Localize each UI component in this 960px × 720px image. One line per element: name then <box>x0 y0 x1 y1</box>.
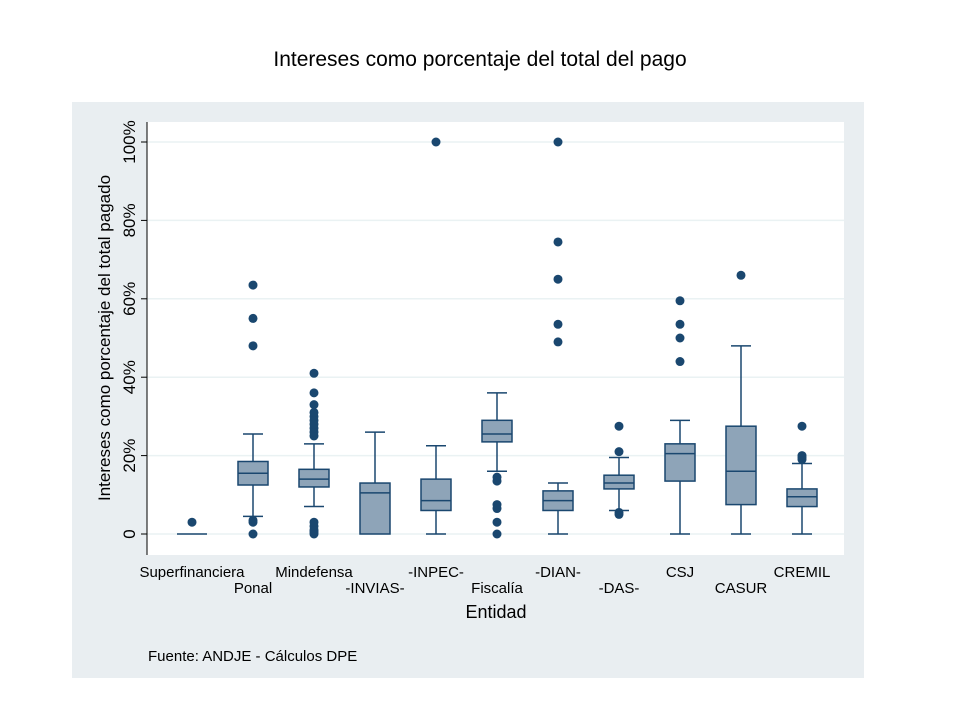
outlier-point <box>614 447 624 457</box>
y-tick-label: 80% <box>120 203 139 237</box>
iqr-box <box>725 425 757 506</box>
chart-title: Intereses como porcentaje del total del … <box>273 48 687 71</box>
outlier-point <box>553 274 563 284</box>
x-tick-label: -INPEC- <box>408 564 464 581</box>
x-tick-label: CREMIL <box>774 564 831 581</box>
x-tick-label: CSJ <box>666 564 694 581</box>
outlier-point <box>553 337 563 347</box>
box-plot: 0 20% 40% 60% 80% 100% SuperfinancieraPonalMi… <box>95 120 844 622</box>
box-invias <box>359 431 391 535</box>
box-fiscala <box>481 392 513 473</box>
outlier-point <box>614 421 624 431</box>
box-mindefensa <box>298 443 330 508</box>
iqr-box <box>603 474 635 490</box>
outlier-point <box>553 137 563 147</box>
box-das <box>603 456 635 512</box>
iqr-box <box>359 482 391 535</box>
x-axis-title: Entidad <box>465 602 526 622</box>
box-inpec <box>420 445 452 535</box>
outlier-point <box>492 500 502 510</box>
y-tick-label: 20% <box>120 439 139 473</box>
y-ticks: 0 20% 40% 60% 80% 100% <box>120 120 147 539</box>
outliers <box>187 137 807 539</box>
x-tick-labels: SuperfinancieraPonalMindefensa-INVIAS--I… <box>139 564 830 597</box>
outlier-point <box>187 517 197 527</box>
outlier-point <box>248 529 258 539</box>
x-tick-label: Fiscalía <box>471 580 523 597</box>
outlier-point <box>675 296 685 306</box>
outlier-point <box>675 333 685 343</box>
iqr-box <box>298 468 330 488</box>
y-tick-label: 60% <box>120 282 139 316</box>
outlier-point <box>248 280 258 290</box>
x-tick-label: Ponal <box>234 580 272 597</box>
y-tick-label: 0 <box>120 529 139 538</box>
outlier-point <box>492 529 502 539</box>
outlier-point <box>797 451 807 461</box>
outlier-point <box>248 313 258 323</box>
iqr-box <box>481 419 513 443</box>
outlier-point <box>675 357 685 367</box>
outlier-point <box>736 270 746 280</box>
boxes <box>177 345 818 535</box>
outlier-point <box>248 341 258 351</box>
y-axis-title: Intereses como porcentaje del total paga… <box>95 175 114 501</box>
outlier-point <box>492 472 502 482</box>
x-tick-label: Superfinanciera <box>139 564 245 581</box>
x-tick-label: Mindefensa <box>275 564 353 581</box>
x-tick-label: -DAS- <box>599 580 640 597</box>
outlier-point <box>492 517 502 527</box>
outlier-point <box>431 137 441 147</box>
x-tick-label: CASUR <box>715 580 768 597</box>
iqr-box <box>664 443 696 482</box>
outlier-point <box>614 507 624 517</box>
outlier-point <box>553 237 563 247</box>
chart-panel: 0 20% 40% 60% 80% 100% Superfinanciera Ponal Mi… <box>72 102 864 678</box>
box-csj <box>664 419 696 535</box>
outlier-point <box>675 319 685 329</box>
box-cremil <box>786 462 818 535</box>
outlier-point <box>248 515 258 525</box>
outlier-point <box>309 517 319 527</box>
outlier-point <box>309 407 319 417</box>
box-ponal <box>237 433 269 518</box>
outlier-point <box>553 319 563 329</box>
grid-lines <box>147 141 844 535</box>
x-tick-label: -DIAN- <box>535 564 581 581</box>
outlier-point <box>309 368 319 378</box>
box-casur <box>725 345 757 535</box>
iqr-box <box>786 488 818 508</box>
source-note: Fuente: ANDJE - Cálculos DPE <box>148 648 358 665</box>
outlier-point <box>797 421 807 431</box>
iqr-box <box>420 478 452 512</box>
x-tick-label: -INVIAS- <box>345 580 404 597</box>
outlier-point <box>309 388 319 398</box>
y-tick-label: 100% <box>120 120 139 163</box>
outlier-point <box>309 400 319 410</box>
y-tick-label: 40% <box>120 360 139 394</box>
box-dian <box>542 482 574 535</box>
